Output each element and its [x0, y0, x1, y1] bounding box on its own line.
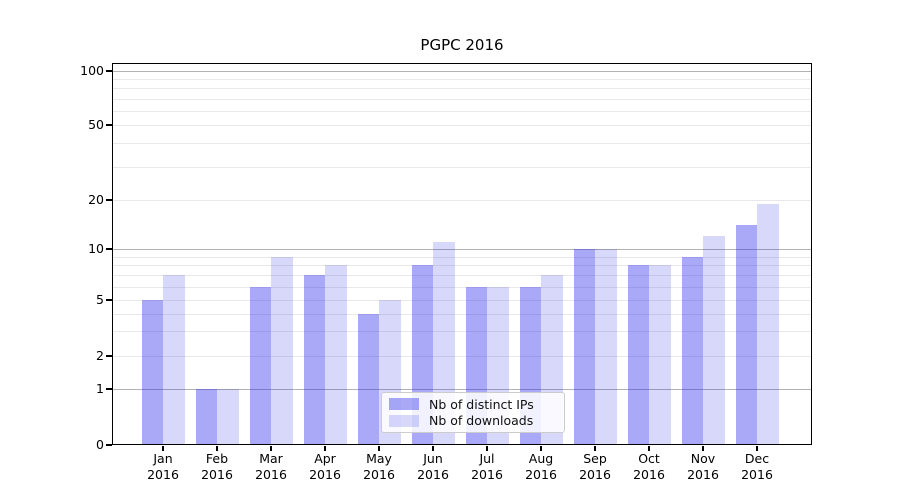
- y-tick-label-2: 2: [96, 348, 104, 363]
- x-tick-mark-jun: [432, 446, 434, 451]
- x-tick-mark-aug: [540, 446, 542, 451]
- bar-may-ips: [357, 313, 379, 445]
- legend-item: Nb of distinct IPs: [389, 397, 557, 412]
- gridline-minor-3: [112, 331, 812, 333]
- legend-label: Nb of downloads: [429, 413, 534, 429]
- bar-dec-downloads: [757, 203, 779, 445]
- gridline-minor-80: [112, 88, 812, 90]
- gridline-major-1: [112, 389, 812, 390]
- gridline-minor-8: [112, 265, 812, 267]
- bar-nov-ips: [681, 256, 703, 445]
- gridline-minor-40: [112, 143, 812, 145]
- bar-jan-ips: [141, 300, 163, 445]
- bar-feb-downloads: [217, 389, 239, 445]
- y-tick-label-20: 20: [88, 192, 104, 207]
- x-tick-mark-jan: [162, 446, 164, 451]
- x-tick-mark-sep: [594, 446, 596, 451]
- x-tick-label-oct: Oct 2016: [633, 451, 665, 482]
- x-tick-label-mar: Mar 2016: [255, 451, 287, 482]
- x-tick-mark-feb: [216, 446, 218, 451]
- bar-sep-ips: [573, 249, 595, 445]
- y-tick-mark-1: [106, 388, 112, 390]
- gridline-major-10: [112, 249, 812, 250]
- gridline-minor-2: [112, 356, 812, 357]
- x-tick-label-apr: Apr 2016: [309, 451, 341, 482]
- y-tick-label-50: 50: [88, 117, 104, 132]
- legend: Nb of distinct IPs Nb of downloads: [381, 392, 565, 433]
- bar-feb-ips: [195, 389, 217, 445]
- gridline-major-100: [112, 71, 812, 72]
- bar-dec-ips: [735, 225, 757, 445]
- y-tick-label-100: 100: [80, 63, 104, 78]
- x-tick-mark-mar: [270, 446, 272, 451]
- x-tick-label-jun: Jun 2016: [417, 451, 449, 482]
- gridline-minor-30: [112, 166, 812, 168]
- x-tick-label-jan: Jan 2016: [147, 451, 179, 482]
- gridline-minor-4: [112, 313, 812, 315]
- x-tick-mark-apr: [324, 446, 326, 451]
- y-tick-mark-0: [106, 444, 112, 446]
- y-tick-mark-100: [106, 70, 112, 72]
- bar-sep-downloads: [595, 249, 617, 445]
- x-tick-label-jul: Jul 2016: [471, 451, 503, 482]
- x-tick-label-aug: Aug 2016: [525, 451, 557, 482]
- x-tick-mark-oct: [648, 446, 650, 451]
- gridline-minor-9: [112, 256, 812, 258]
- y-tick-mark-50: [106, 124, 112, 126]
- y-tick-mark-10: [106, 248, 112, 250]
- y-tick-mark-5: [106, 299, 112, 301]
- gridline-minor-50: [112, 125, 812, 126]
- x-tick-mark-may: [378, 446, 380, 451]
- y-tick-label-10: 10: [88, 241, 104, 256]
- bar-nov-downloads: [703, 236, 725, 445]
- bar-oct-downloads: [649, 265, 671, 445]
- bar-oct-ips: [627, 265, 649, 445]
- plot-area: [112, 63, 812, 445]
- x-tick-mark-nov: [702, 446, 704, 451]
- bar-jan-downloads: [163, 275, 185, 445]
- bar-apr-downloads: [325, 265, 347, 445]
- gridline-minor-70: [112, 98, 812, 100]
- x-tick-label-nov: Nov 2016: [687, 451, 719, 482]
- chart-title: PGPC 2016: [420, 36, 504, 54]
- x-tick-mark-dec: [756, 446, 758, 451]
- gridline-minor-5: [112, 300, 812, 301]
- legend-swatch-distinct-ips: [389, 398, 419, 411]
- legend-swatch-downloads: [389, 414, 419, 427]
- x-tick-mark-jul: [486, 446, 488, 451]
- bar-apr-ips: [303, 275, 325, 445]
- bar-mar-downloads: [271, 256, 293, 445]
- gridline-minor-6: [112, 286, 812, 288]
- gridline-minor-60: [112, 110, 812, 112]
- y-tick-label-0: 0: [96, 437, 104, 452]
- y-tick-label-5: 5: [96, 292, 104, 307]
- y-tick-mark-20: [106, 199, 112, 201]
- x-tick-label-dec: Dec 2016: [741, 451, 773, 482]
- y-tick-mark-2: [106, 355, 112, 357]
- y-tick-label-1: 1: [96, 381, 104, 396]
- x-tick-label-feb: Feb 2016: [201, 451, 233, 482]
- x-tick-label-may: May 2016: [363, 451, 395, 482]
- x-tick-label-sep: Sep 2016: [579, 451, 611, 482]
- bar-mar-ips: [249, 286, 271, 445]
- legend-label: Nb of distinct IPs: [429, 396, 534, 412]
- gridline-minor-20: [112, 200, 812, 201]
- gridline-minor-90: [112, 79, 812, 81]
- gridline-minor-7: [112, 275, 812, 277]
- legend-item: Nb of downloads: [389, 413, 557, 428]
